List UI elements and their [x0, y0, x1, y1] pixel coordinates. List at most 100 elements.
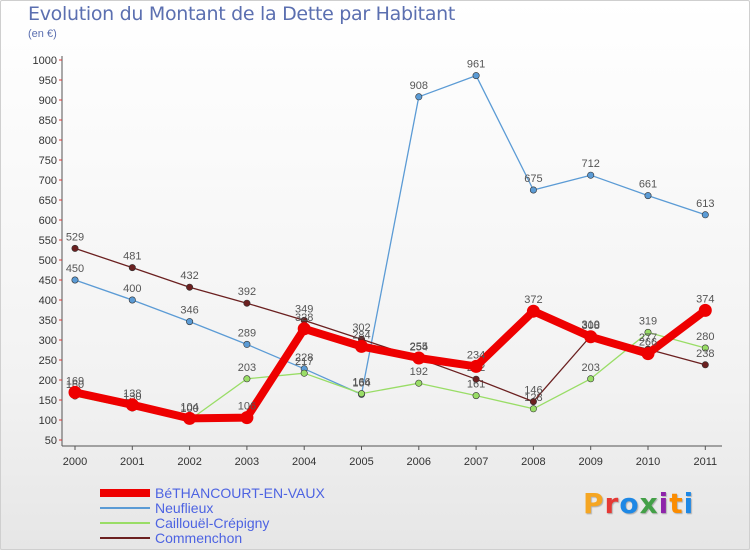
- data-label-b-thancourt-en-vaux: 169: [66, 375, 84, 387]
- data-label-caillou-l-cr-pigny: 128: [524, 392, 542, 404]
- legend-swatch: [100, 537, 150, 539]
- data-point-commenchon: [529, 398, 537, 406]
- data-point-b-thancourt-en-vaux: [698, 303, 712, 317]
- series-line-neuflieux: [74, 74, 706, 396]
- logo-letter: i: [658, 487, 670, 520]
- x-tick-label: 2002: [177, 456, 201, 468]
- data-point-neuflieux: [243, 340, 251, 348]
- y-tick-label: 500: [39, 255, 57, 267]
- data-point-b-thancourt-en-vaux: [584, 330, 598, 344]
- data-point-b-thancourt-en-vaux: [183, 411, 197, 425]
- data-label-b-thancourt-en-vaux: 308: [582, 320, 600, 332]
- data-point-b-thancourt-en-vaux: [240, 411, 254, 425]
- data-label-neuflieux: 228: [295, 352, 313, 364]
- data-label-neuflieux: 400: [123, 283, 141, 295]
- x-tick-label: 2001: [120, 456, 144, 468]
- y-tick-label: 700: [39, 175, 57, 187]
- data-label-neuflieux: 164: [352, 377, 370, 389]
- data-point-commenchon: [243, 299, 251, 307]
- data-point-b-thancourt-en-vaux: [68, 385, 82, 399]
- data-label-caillou-l-cr-pigny: 319: [639, 315, 657, 327]
- data-label-neuflieux: 346: [180, 305, 198, 317]
- data-point-b-thancourt-en-vaux: [526, 304, 540, 318]
- data-label-commenchon: 349: [295, 303, 313, 315]
- data-label-caillou-l-cr-pigny: 217: [295, 356, 313, 368]
- data-label-commenchon: 481: [123, 251, 141, 263]
- logo-letter: x: [639, 487, 659, 520]
- data-point-caillou-l-cr-pigny: [529, 405, 537, 413]
- data-label-b-thancourt-en-vaux: 284: [352, 329, 370, 341]
- x-tick-label: 2007: [464, 456, 488, 468]
- data-label-caillou-l-cr-pigny: 100: [180, 403, 198, 415]
- data-point-b-thancourt-en-vaux: [297, 322, 311, 336]
- data-label-commenchon: 254: [410, 341, 428, 353]
- legend-swatch: [100, 507, 150, 509]
- logo-letter: P: [583, 487, 605, 520]
- x-tick-label: 2004: [292, 456, 316, 468]
- data-label-neuflieux: 289: [238, 327, 256, 339]
- data-point-b-thancourt-en-vaux: [469, 359, 483, 373]
- y-tick-label: 350: [39, 315, 57, 327]
- data-label-b-thancourt-en-vaux: 372: [524, 294, 542, 306]
- data-label-neuflieux: 961: [467, 59, 485, 71]
- data-point-neuflieux: [587, 171, 595, 179]
- data-point-caillou-l-cr-pigny: [701, 344, 709, 352]
- data-label-commenchon: 238: [696, 348, 714, 360]
- data-point-neuflieux: [472, 72, 480, 80]
- data-point-caillou-l-cr-pigny: [587, 375, 595, 383]
- y-tick-label: 450: [39, 275, 57, 287]
- data-point-commenchon: [472, 375, 480, 383]
- data-point-neuflieux: [186, 318, 194, 326]
- data-point-caillou-l-cr-pigny: [300, 369, 308, 377]
- data-label-neuflieux: 712: [582, 158, 600, 170]
- y-tick-label: 50: [45, 435, 57, 447]
- series-line-b-thancourt-en-vaux: [71, 306, 710, 423]
- y-tick-label: 100: [39, 415, 57, 427]
- x-tick-label: 2010: [636, 456, 660, 468]
- data-label-b-thancourt-en-vaux: 138: [123, 388, 141, 400]
- data-point-neuflieux: [71, 276, 79, 284]
- chart-subtitle: (en €): [28, 28, 57, 40]
- legend-label: BéTHANCOURT-EN-VAUX: [155, 485, 325, 501]
- data-label-commenchon: 392: [238, 286, 256, 298]
- x-tick-label: 2003: [235, 456, 259, 468]
- x-tick-label: 2000: [63, 456, 87, 468]
- data-point-neuflieux: [415, 93, 423, 101]
- data-label-neuflieux: 661: [639, 179, 657, 191]
- data-label-b-thancourt-en-vaux: 328: [295, 312, 313, 324]
- legend-item-b-thancourt-en-vaux: BéTHANCOURT-EN-VAUX: [100, 486, 420, 501]
- y-tick-label: 850: [39, 115, 57, 127]
- logo-letter: r: [604, 487, 620, 520]
- data-label-caillou-l-cr-pigny: 192: [410, 366, 428, 378]
- data-label-commenchon: 432: [180, 270, 198, 282]
- y-tick-label: 250: [39, 355, 57, 367]
- proxiti-logo: Proxiti: [583, 487, 694, 520]
- x-tick-label: 2006: [407, 456, 431, 468]
- legend-swatch: [100, 522, 150, 524]
- legend-swatch: [100, 489, 150, 497]
- data-label-b-thancourt-en-vaux: 106: [238, 401, 256, 413]
- data-point-caillou-l-cr-pigny: [644, 328, 652, 336]
- data-label-neuflieux: 675: [524, 173, 542, 185]
- data-point-commenchon: [186, 283, 194, 291]
- logo-letter: o: [619, 487, 640, 520]
- data-label-b-thancourt-en-vaux: 255: [410, 341, 428, 353]
- data-label-commenchon: 146: [524, 385, 542, 397]
- data-label-neuflieux: 613: [696, 198, 714, 210]
- y-tick-label: 400: [39, 295, 57, 307]
- data-label-neuflieux: 908: [410, 80, 428, 92]
- data-label-caillou-l-cr-pigny: 203: [238, 362, 256, 374]
- data-point-caillou-l-cr-pigny: [472, 392, 480, 400]
- y-tick-label: 900: [39, 95, 57, 107]
- data-label-b-thancourt-en-vaux: 104: [180, 401, 198, 413]
- legend-item-neuflieux: Neuflieux: [100, 501, 420, 516]
- chart-title: Evolution du Montant de la Dette par Hab…: [28, 3, 456, 25]
- x-tick-label: 2009: [578, 456, 602, 468]
- data-label-b-thancourt-en-vaux: 266: [639, 337, 657, 349]
- data-point-commenchon: [71, 244, 79, 252]
- data-point-commenchon: [701, 361, 709, 369]
- y-tick-label: 150: [39, 395, 57, 407]
- data-label-b-thancourt-en-vaux: 234: [467, 349, 485, 361]
- data-point-commenchon: [128, 264, 136, 272]
